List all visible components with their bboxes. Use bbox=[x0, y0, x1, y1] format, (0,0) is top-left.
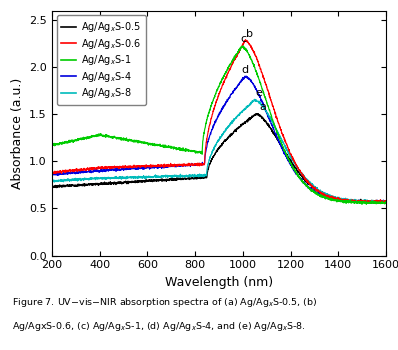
Ag/Ag$_x$S-4 bbox=[313, 190, 318, 195]
Text: d: d bbox=[241, 65, 248, 75]
Ag/Ag$_x$S-8 bbox=[374, 199, 379, 203]
Ag/Ag$_x$S-0.6 bbox=[212, 106, 217, 111]
Ag/Ag$_x$S-4 bbox=[49, 173, 54, 177]
Ag/Ag$_x$S-4 bbox=[66, 171, 71, 175]
Ag/Ag$_x$S-4 bbox=[384, 199, 388, 203]
Ag/Ag$_x$S-0.5 bbox=[66, 183, 71, 188]
Ag/Ag$_x$S-0.5 bbox=[49, 184, 54, 188]
Ag/Ag$_x$S-8 bbox=[212, 146, 217, 150]
Ag/Ag$_x$S-0.6 bbox=[203, 147, 208, 151]
Text: e: e bbox=[255, 88, 262, 98]
Ag/Ag$_x$S-1 bbox=[313, 190, 318, 194]
Line: Ag/Ag$_x$S-4: Ag/Ag$_x$S-4 bbox=[52, 76, 386, 203]
Ag/Ag$_x$S-0.6 bbox=[243, 38, 248, 42]
Ag/Ag$_x$S-0.6 bbox=[49, 170, 54, 175]
Ag/Ag$_x$S-8 bbox=[49, 179, 54, 183]
Ag/Ag$_x$S-0.6 bbox=[374, 199, 379, 203]
Ag/Ag$_x$S-1 bbox=[49, 143, 54, 147]
Ag/Ag$_x$S-0.5 bbox=[384, 200, 388, 204]
Ag/Ag$_x$S-8 bbox=[313, 186, 318, 190]
Ag/Ag$_x$S-4 bbox=[203, 152, 208, 156]
Y-axis label: Absorbance (a.u.): Absorbance (a.u.) bbox=[11, 77, 23, 189]
Ag/Ag$_x$S-1 bbox=[384, 199, 388, 204]
Ag/Ag$_x$S-4 bbox=[369, 201, 374, 205]
Ag/Ag$_x$S-0.5 bbox=[371, 201, 376, 205]
Ag/Ag$_x$S-0.5 bbox=[254, 112, 258, 116]
Ag/Ag$_x$S-1 bbox=[374, 201, 379, 205]
Ag/Ag$_x$S-1 bbox=[66, 139, 71, 144]
Legend: Ag/Ag$_x$S-0.5, Ag/Ag$_x$S-0.6, Ag/Ag$_x$S-1, Ag/Ag$_x$S-4, Ag/Ag$_x$S-8: Ag/Ag$_x$S-0.5, Ag/Ag$_x$S-0.6, Ag/Ag$_x… bbox=[57, 15, 146, 105]
Ag/Ag$_x$S-0.5 bbox=[212, 153, 217, 157]
Ag/Ag$_x$S-1 bbox=[374, 202, 379, 206]
Text: Ag/AgxS-0.6, (c) Ag/Ag$_x$S-1, (d) Ag/Ag$_x$S-4, and (e) Ag/Ag$_x$S-8.: Ag/AgxS-0.6, (c) Ag/Ag$_x$S-1, (d) Ag/Ag… bbox=[12, 320, 306, 333]
Ag/Ag$_x$S-0.6 bbox=[313, 187, 318, 191]
Line: Ag/Ag$_x$S-0.6: Ag/Ag$_x$S-0.6 bbox=[52, 40, 386, 203]
Ag/Ag$_x$S-0.6 bbox=[384, 199, 388, 203]
Ag/Ag$_x$S-0.5 bbox=[374, 199, 379, 203]
X-axis label: Wavelength (nm): Wavelength (nm) bbox=[165, 276, 273, 289]
Ag/Ag$_x$S-4 bbox=[374, 199, 379, 203]
Ag/Ag$_x$S-8 bbox=[384, 200, 388, 204]
Ag/Ag$_x$S-8 bbox=[374, 199, 379, 203]
Line: Ag/Ag$_x$S-0.5: Ag/Ag$_x$S-0.5 bbox=[52, 114, 386, 203]
Ag/Ag$_x$S-0.6 bbox=[358, 201, 363, 205]
Ag/Ag$_x$S-0.5 bbox=[313, 187, 318, 191]
Text: c: c bbox=[240, 34, 246, 44]
Ag/Ag$_x$S-0.5 bbox=[203, 175, 208, 180]
Line: Ag/Ag$_x$S-1: Ag/Ag$_x$S-1 bbox=[52, 46, 386, 204]
Ag/Ag$_x$S-1 bbox=[212, 96, 217, 100]
Text: a: a bbox=[259, 102, 266, 112]
Ag/Ag$_x$S-1 bbox=[203, 124, 208, 128]
Ag/Ag$_x$S-4 bbox=[244, 74, 248, 78]
Ag/Ag$_x$S-4 bbox=[374, 200, 379, 204]
Ag/Ag$_x$S-4 bbox=[212, 122, 217, 127]
Text: Figure 7. UV$-$vis$-$NIR absorption spectra of (a) Ag/Ag$_x$S-0.5, (b): Figure 7. UV$-$vis$-$NIR absorption spec… bbox=[12, 296, 318, 309]
Ag/Ag$_x$S-0.5 bbox=[374, 200, 379, 204]
Ag/Ag$_x$S-1 bbox=[359, 202, 364, 206]
Ag/Ag$_x$S-8 bbox=[66, 178, 71, 182]
Ag/Ag$_x$S-0.6 bbox=[374, 199, 379, 204]
Ag/Ag$_x$S-8 bbox=[379, 201, 384, 205]
Ag/Ag$_x$S-8 bbox=[253, 97, 258, 102]
Ag/Ag$_x$S-8 bbox=[203, 173, 208, 177]
Ag/Ag$_x$S-1 bbox=[241, 44, 246, 48]
Line: Ag/Ag$_x$S-8: Ag/Ag$_x$S-8 bbox=[52, 99, 386, 203]
Ag/Ag$_x$S-0.6 bbox=[66, 169, 71, 173]
Text: b: b bbox=[246, 29, 254, 39]
